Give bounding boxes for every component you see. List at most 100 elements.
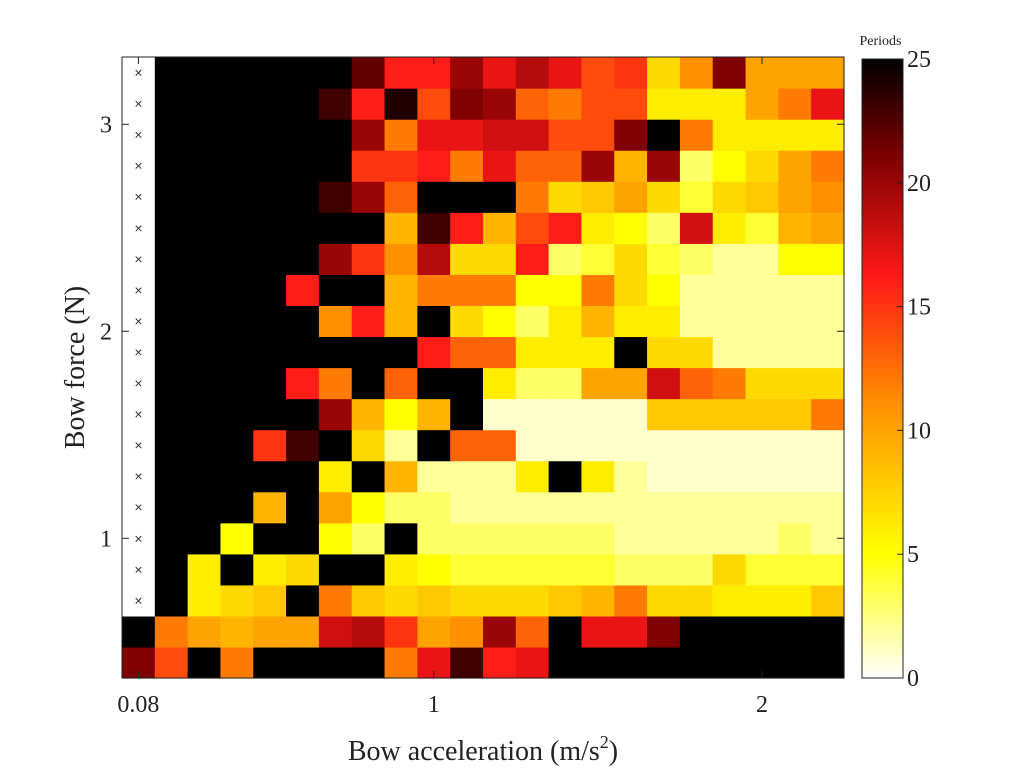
- heatmap-cell: [548, 181, 583, 213]
- heatmap-cell: [614, 119, 648, 151]
- heatmap-cell: [483, 522, 517, 555]
- heatmap-cell: [187, 243, 222, 275]
- heatmap-cell: [515, 553, 550, 586]
- heatmap-cell: [253, 88, 287, 120]
- heatmap-cell: [515, 150, 550, 182]
- heatmap-cell: [647, 460, 681, 493]
- no-data-marker: ×: [134, 592, 142, 608]
- heatmap-cell: [220, 88, 254, 120]
- heatmap-cell: [712, 119, 747, 151]
- heatmap-cell: [351, 181, 386, 213]
- heatmap-cell: [253, 491, 287, 524]
- heatmap-cell: [450, 398, 484, 431]
- heatmap-cell: [745, 243, 779, 275]
- heatmap-cell: [647, 491, 681, 524]
- heatmap-cell: [187, 274, 222, 306]
- heatmap-cell: [679, 367, 714, 400]
- heatmap-cell: [712, 646, 747, 679]
- heatmap-cell: [679, 150, 714, 182]
- heatmap-cell: [253, 305, 287, 338]
- heatmap-cell: [647, 429, 681, 462]
- heatmap-cell: [253, 553, 287, 586]
- heatmap-cell: [384, 181, 418, 213]
- heatmap-cell: [417, 150, 451, 182]
- heatmap-cell: [483, 460, 517, 493]
- y-axis-label: Bow force (N): [60, 286, 91, 449]
- heatmap-cell: [351, 119, 386, 151]
- heatmap-cell: [417, 243, 451, 275]
- heatmap-cell: [483, 88, 517, 120]
- heatmap-cell: [679, 615, 714, 648]
- heatmap-cell: [548, 398, 583, 431]
- heatmap-cell: [450, 615, 484, 648]
- heatmap-cell: [712, 522, 747, 555]
- heatmap-cell: [417, 460, 451, 493]
- heatmap-cell: [187, 305, 222, 338]
- heatmap-cell: [384, 367, 418, 400]
- heatmap-cell: [318, 646, 353, 679]
- heatmap-cell: [745, 522, 779, 555]
- heatmap-cell: [647, 336, 681, 369]
- heatmap-cell: [154, 305, 189, 338]
- heatmap-cell: [318, 584, 353, 617]
- heatmap-cell: [450, 367, 484, 400]
- heatmap-cell: [220, 212, 254, 244]
- heatmap-cell: [548, 460, 583, 493]
- heatmap-cell: [778, 584, 812, 617]
- heatmap-cell: [778, 274, 812, 306]
- heatmap-cell: [483, 181, 517, 213]
- heatmap-cell-empty: [122, 429, 156, 462]
- heatmap-cell: [614, 553, 648, 586]
- heatmap-cell: [154, 119, 189, 151]
- heatmap-cell: [712, 460, 747, 493]
- heatmap-cell: [614, 460, 648, 493]
- heatmap-cell: [745, 150, 779, 182]
- heatmap-cell: [811, 646, 845, 679]
- heatmap-cell: [548, 212, 583, 244]
- heatmap-cell: [712, 88, 747, 120]
- heatmap-cell: [614, 615, 648, 648]
- no-data-marker: ×: [134, 313, 142, 329]
- heatmap-cell: [450, 584, 484, 617]
- heatmap-cell: [351, 429, 386, 462]
- heatmap-cell: [351, 491, 386, 524]
- heatmap-cell: [483, 57, 517, 89]
- heatmap-cell: [548, 243, 583, 275]
- heatmap-cell: [811, 398, 845, 431]
- heatmap-cell: [220, 584, 254, 617]
- heatmap-cells: [122, 57, 845, 679]
- heatmap-cell: [384, 584, 418, 617]
- heatmap-cell: [154, 367, 189, 400]
- heatmap-cell: [581, 429, 615, 462]
- heatmap-cell: [253, 367, 287, 400]
- heatmap-cell: [647, 615, 681, 648]
- heatmap-cell: [712, 336, 747, 369]
- heatmap-cell: [154, 615, 189, 648]
- heatmap-cell: [483, 274, 517, 306]
- heatmap-cell: [384, 398, 418, 431]
- no-data-marker: ×: [134, 499, 142, 515]
- heatmap-cell: [745, 367, 779, 400]
- heatmap-cell: [351, 584, 386, 617]
- heatmap-cell: [647, 119, 681, 151]
- heatmap-cell: [778, 212, 812, 244]
- heatmap-cell: [515, 429, 550, 462]
- heatmap-cell: [679, 57, 714, 89]
- heatmap-cell: [614, 429, 648, 462]
- heatmap-cell-empty: [122, 584, 156, 617]
- heatmap-cell: [351, 522, 386, 555]
- heatmap-cell: [384, 336, 418, 369]
- heatmap-cell: [351, 243, 386, 275]
- heatmap-cell: [417, 615, 451, 648]
- heatmap-cell: [351, 367, 386, 400]
- heatmap-cell: [450, 150, 484, 182]
- heatmap-cell: [548, 88, 583, 120]
- heatmap-cell: [515, 88, 550, 120]
- heatmap-cell: [745, 460, 779, 493]
- heatmap-cell: [811, 243, 845, 275]
- heatmap-cell: [811, 150, 845, 182]
- heatmap-cell: [581, 522, 615, 555]
- heatmap-cell: [253, 243, 287, 275]
- heatmap-cell: [417, 429, 451, 462]
- heatmap-cell: [745, 181, 779, 213]
